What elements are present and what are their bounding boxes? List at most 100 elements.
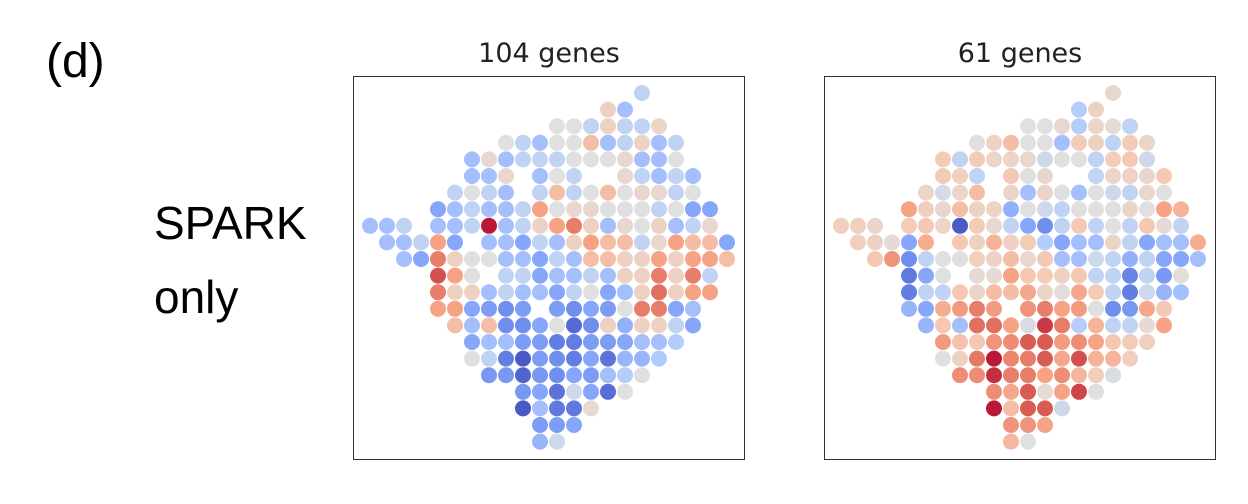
spot-point <box>986 383 1002 400</box>
spot-point <box>867 234 883 251</box>
spot-point <box>464 184 480 201</box>
spot-point <box>600 317 616 334</box>
spot-point <box>515 134 531 151</box>
spot-point <box>1003 433 1019 450</box>
spot-point <box>617 234 633 251</box>
spot-point <box>1139 267 1155 284</box>
spot-point <box>515 350 531 367</box>
spot-point <box>1054 217 1070 234</box>
spot-point <box>1003 134 1019 151</box>
spot-point <box>498 151 514 168</box>
spot-point <box>1003 284 1019 301</box>
spot-point <box>685 300 701 317</box>
row-label-line-2: only <box>154 271 239 323</box>
spot-point <box>668 201 684 218</box>
spot-point <box>1071 234 1087 251</box>
spot-point <box>600 184 616 201</box>
spot-point <box>702 234 718 251</box>
spot-point <box>549 151 565 168</box>
spot-point <box>549 300 565 317</box>
spot-point <box>1139 251 1155 267</box>
spot-point <box>1054 251 1070 267</box>
spot-point <box>685 184 701 201</box>
spot-point <box>600 267 616 284</box>
spot-point <box>969 184 985 201</box>
spot-point <box>702 267 718 284</box>
spot-point <box>901 217 917 234</box>
spot-point <box>481 201 497 218</box>
spot-point <box>1037 300 1053 317</box>
spot-point <box>532 400 548 417</box>
spot-point <box>583 367 599 384</box>
spot-point <box>532 383 548 400</box>
spot-point <box>935 284 951 301</box>
spot-point <box>668 300 684 317</box>
spot-point <box>1105 184 1121 201</box>
spot-point <box>952 317 968 334</box>
spot-point <box>1139 217 1155 234</box>
spot-point <box>600 217 616 234</box>
spot-point <box>430 217 446 234</box>
spot-point <box>969 151 985 168</box>
spot-point <box>651 151 667 168</box>
spot-point <box>617 251 633 267</box>
spot-point <box>532 168 548 184</box>
spot-point <box>1105 284 1121 301</box>
spot-point <box>952 217 968 234</box>
spot-point <box>362 217 378 234</box>
spot-point <box>1071 101 1087 118</box>
spot-point <box>498 217 514 234</box>
spot-point <box>532 184 548 201</box>
spot-point <box>566 417 582 433</box>
spot-point <box>935 168 951 184</box>
spot-point <box>1037 383 1053 400</box>
spot-point <box>396 234 412 251</box>
spot-point <box>1088 201 1104 218</box>
spot-point <box>447 300 463 317</box>
spot-point <box>969 201 985 218</box>
spot-point <box>566 201 582 218</box>
spot-point <box>634 284 650 301</box>
spot-point <box>1037 367 1053 384</box>
spot-point <box>498 300 514 317</box>
spot-point <box>935 350 951 367</box>
spot-point <box>1003 184 1019 201</box>
spot-point <box>1003 350 1019 367</box>
spot-point <box>464 317 480 334</box>
spot-point <box>1105 168 1121 184</box>
spot-point <box>566 400 582 417</box>
spot-point <box>1139 151 1155 168</box>
spot-point <box>935 300 951 317</box>
spot-point <box>447 217 463 234</box>
spot-point <box>1088 134 1104 151</box>
spot-point <box>464 267 480 284</box>
spot-point <box>901 251 917 267</box>
spot-point <box>1037 400 1053 417</box>
spot-point <box>1037 417 1053 433</box>
spot-point <box>1037 168 1053 184</box>
spot-point <box>918 217 934 234</box>
spot-point <box>566 251 582 267</box>
spot-point <box>583 251 599 267</box>
spot-point <box>651 134 667 151</box>
spot-point <box>850 234 866 251</box>
spot-point <box>935 151 951 168</box>
spot-point <box>549 367 565 384</box>
spot-point <box>952 300 968 317</box>
spot-point <box>1122 184 1138 201</box>
spot-point <box>1105 317 1121 334</box>
spot-point <box>1003 400 1019 417</box>
spot-point <box>1088 300 1104 317</box>
spot-point <box>1020 234 1036 251</box>
spot-point <box>379 234 395 251</box>
spot-point <box>549 201 565 218</box>
spot-point <box>685 234 701 251</box>
spot-point <box>1139 234 1155 251</box>
spot-point <box>1054 267 1070 284</box>
spot-point <box>1088 284 1104 301</box>
spot-point <box>634 334 650 350</box>
spot-point <box>566 334 582 350</box>
spot-point <box>668 267 684 284</box>
spot-point <box>532 334 548 350</box>
spot-point <box>1156 168 1172 184</box>
